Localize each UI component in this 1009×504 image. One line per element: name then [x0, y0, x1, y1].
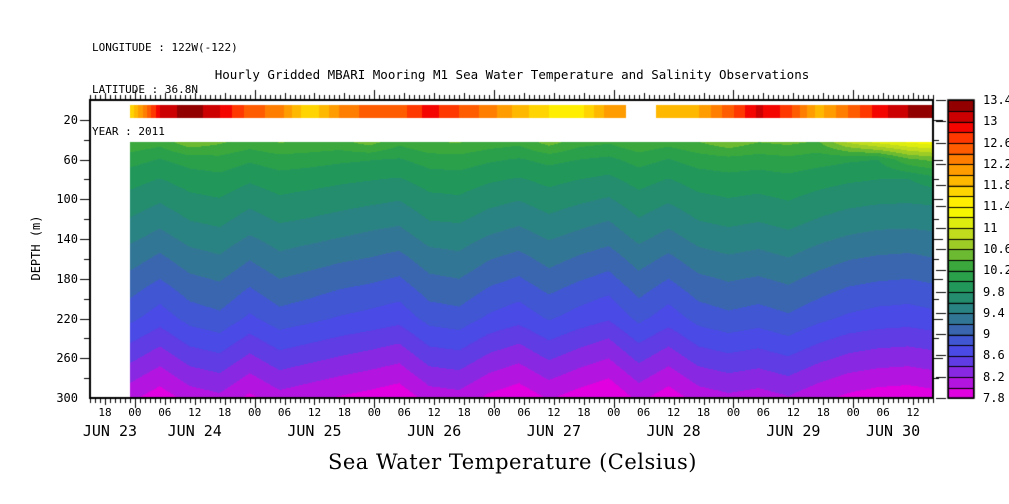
x-date-label: JUN 23	[82, 422, 138, 440]
x-hour-tick-label: 12	[427, 406, 441, 419]
x-hour-tick-label: 18	[457, 406, 471, 419]
x-hour-tick-label: 06	[517, 406, 531, 419]
colorbar-tick-label: 10.6	[983, 242, 1009, 256]
colorbar-tick-label: 9.8	[983, 284, 1005, 299]
x-date-label: JUN 26	[407, 422, 462, 440]
colorbar-variable-title: Sea Water Temperature (Celsius)	[327, 450, 697, 474]
x-date-label: JUN 24	[167, 422, 222, 440]
x-date-label: JUN 25	[287, 422, 342, 440]
colorbar-tick-label: 11.4	[983, 199, 1009, 214]
x-hour-tick-label: 06	[277, 406, 292, 419]
y-tick-label: 260	[56, 351, 78, 366]
colorbar-tick-label: 11	[983, 220, 998, 235]
metadata-block: LONGITUDE : 122W(-122) LATITUDE : 36.8N …	[92, 13, 238, 167]
x-hour-tick-label: 06	[397, 406, 411, 419]
colorbar-tick-label: 9	[983, 327, 991, 342]
x-hour-tick-label: 00	[487, 406, 501, 419]
x-hour-tick-label: 00	[726, 406, 741, 419]
colorbar-tick-label: 8.6	[983, 348, 1005, 363]
x-hour-tick-label: 00	[247, 406, 262, 419]
x-date-label: JUN 27	[526, 422, 581, 440]
plot-title: Hourly Gridded MBARI Mooring M1 Sea Wate…	[214, 67, 810, 82]
x-hour-tick-label: 06	[756, 406, 771, 419]
x-hour-tick-label: 12	[547, 406, 561, 419]
x-hour-tick-label: 18	[218, 406, 232, 419]
y-tick-label: 60	[63, 152, 78, 167]
colorbar-tick-label: 10.2	[983, 263, 1009, 278]
colorbar-tick-label: 12.2	[983, 156, 1009, 171]
x-hour-tick-label: 18	[337, 406, 352, 419]
x-hour-tick-label: 12	[307, 406, 322, 419]
x-hour-tick-label: 00	[846, 406, 860, 419]
x-hour-tick-label: 06	[158, 406, 172, 419]
x-hour-tick-label: 12	[786, 406, 800, 419]
x-hour-tick-label: 18	[696, 406, 711, 419]
x-hour-tick-label: 00	[367, 406, 381, 419]
x-hour-tick-label: 18	[577, 406, 591, 419]
y-tick-label: 100	[56, 192, 78, 207]
x-hour-tick-label: 12	[666, 406, 681, 419]
colorbar-tick-label: 8.2	[983, 369, 1005, 384]
y-tick-label: 140	[56, 232, 78, 247]
colorbar-tick-label: 11.8	[983, 178, 1009, 193]
x-date-label: JUN 29	[766, 422, 821, 440]
x-hour-tick-label: 12	[906, 406, 920, 419]
x-hour-tick-label: 06	[637, 406, 651, 419]
x-date-label: JUN 28	[646, 422, 701, 440]
latitude-label: LATITUDE : 36.8N	[92, 83, 198, 96]
y-tick-label: 220	[56, 311, 78, 326]
colorbar-tick-label: 13	[983, 114, 998, 129]
colorbar-tick-label: 13.4	[983, 93, 1009, 107]
x-hour-tick-label: 18	[98, 406, 112, 419]
x-date-label: JUN 30	[866, 422, 921, 440]
colorbar-tick-label: 7.8	[983, 391, 1005, 405]
colorbar-tick-label: 12.6	[983, 135, 1009, 150]
x-hour-tick-label: 06	[876, 406, 890, 419]
x-hour-tick-label: 00	[607, 406, 621, 419]
x-hour-tick-label: 00	[128, 406, 142, 419]
y-tick-label: 20	[63, 112, 78, 127]
y-tick-label: 180	[56, 271, 78, 286]
x-hour-tick-label: 18	[816, 406, 830, 419]
x-hour-tick-label: 12	[188, 406, 202, 419]
y-tick-label: 300	[56, 391, 78, 405]
colorbar-tick-label: 9.4	[983, 305, 1005, 320]
longitude-label: LONGITUDE : 122W(-122)	[92, 41, 238, 54]
year-label: YEAR : 2011	[92, 125, 165, 138]
